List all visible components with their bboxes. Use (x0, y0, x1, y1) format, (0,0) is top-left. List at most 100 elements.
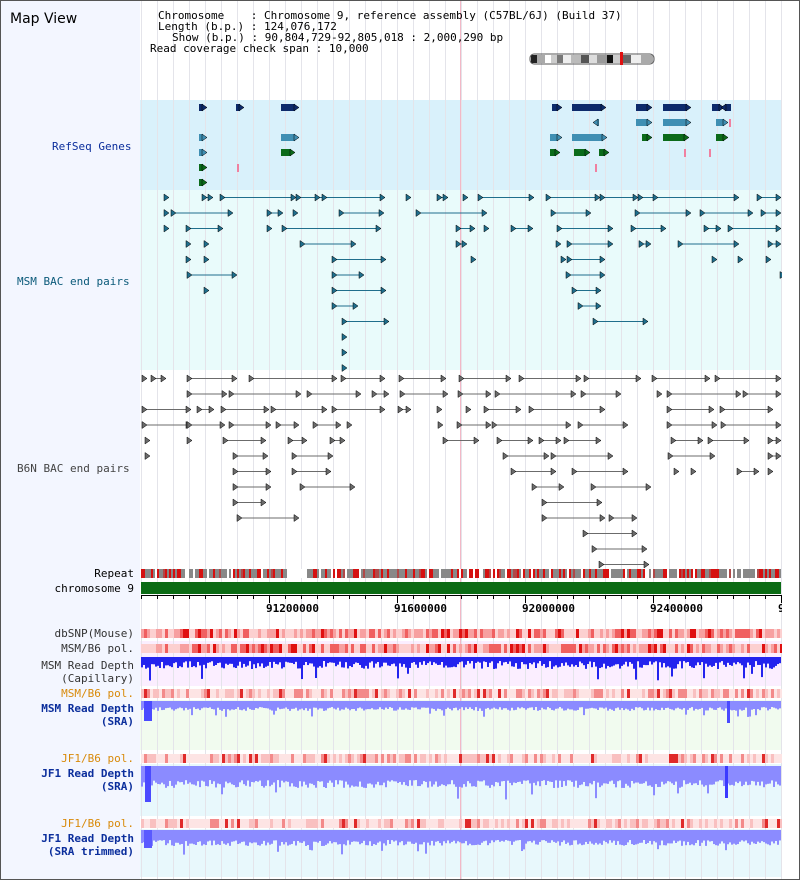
jf1-sra-depth-bar (547, 766, 549, 781)
msm-b6-pol2-heat-cell (339, 689, 342, 698)
repeat-segment (641, 569, 643, 578)
jf1-trim-depth-bar (313, 830, 315, 842)
jf1-sra-depth-bar (279, 766, 281, 788)
jf1-b6-pol2-heat-cell (552, 819, 555, 828)
jf1-trim-depth-bar (759, 830, 761, 843)
msm-sra-depth-bar (653, 701, 655, 711)
msm-b6-pol2-heat-cell (465, 689, 468, 698)
jf1-sra-depth-bar (775, 766, 777, 782)
jf1-sra-depth-bar (275, 766, 277, 793)
jf1-b6-pol2-heat-cell (486, 819, 489, 828)
msm-b6-pol-heat-cell (672, 644, 675, 653)
msm-sra-depth-bar (679, 701, 681, 709)
msm-b6-pol-heat-cell (228, 644, 231, 653)
msm-capillary-depth-bar (727, 657, 729, 663)
refseq-genes-label[interactable]: RefSeq Genes (52, 140, 132, 153)
jf1-b6-pol-heat-cell (408, 754, 411, 763)
bac-end-arrow (397, 405, 404, 414)
jf1-b6-pol-heat-cell (672, 754, 675, 763)
msm-capillary-depth-bar (401, 657, 403, 667)
msm-sra-depth-bar (449, 701, 451, 709)
repeat-segment (335, 569, 337, 578)
msm-bac-label[interactable]: MSM BAC end pairs (17, 275, 130, 288)
msm-b6-pol-heat-cell (240, 644, 243, 653)
jf1-b6-pol2-heat-cell (324, 819, 327, 828)
repeat-segment (369, 569, 371, 578)
msm-capillary-depth-bar (625, 657, 627, 662)
jf1-trim-depth-bar (545, 830, 547, 842)
repeat-segment (387, 569, 389, 578)
jf1-b6-pol2-heat-cell (468, 819, 471, 828)
jf1-sra-depth-bar (633, 766, 635, 784)
msm-capillary-depth-bar (747, 657, 749, 663)
jf1-b6-pol2-heat-cell (354, 819, 357, 828)
msm-capillary-depth-bar (669, 657, 671, 668)
jf1-b6-pol2-heat-cell (642, 819, 645, 828)
jf1-trim-depth-bar (425, 830, 427, 854)
jf1-sra-depth-bar (671, 766, 673, 784)
bac-end-arrow (575, 374, 582, 383)
jf1-sra-depth-bar (449, 766, 451, 785)
bac-end-arrow (545, 193, 552, 202)
msm-b6-pol-heat-cell (354, 644, 357, 653)
msm-sra-depth-bar (183, 701, 185, 711)
msm-b6-pol-heat-cell (558, 644, 561, 653)
msm-capillary-depth-bar (405, 657, 407, 668)
jf1-sra-depth-bar (617, 766, 619, 782)
b6n-bac-label[interactable]: B6N BAC end pairs (17, 462, 130, 475)
jf1-b6-pol-heat-cell (195, 754, 198, 763)
msm-b6-pol-heat-cell (462, 644, 465, 653)
bac-end-arrow (685, 209, 692, 217)
msm-b6-pol2-heat-cell (282, 689, 285, 698)
dbsnp-heat-cell (330, 629, 333, 638)
jf1-sra-depth-bar (537, 766, 539, 782)
bac-end-arrow (219, 193, 226, 202)
msm-b6-pol-heat-cell (705, 644, 708, 653)
msm-sra-depth-bar (593, 701, 595, 709)
jf1-b6-pol-heat-cell (492, 754, 495, 763)
repeat-segment (609, 569, 611, 578)
bac-end-arrow (631, 529, 638, 538)
repeat-segment (229, 569, 231, 578)
jf1-trim-depth-bar (295, 830, 297, 846)
dbsnp-heat-cell (261, 629, 264, 638)
jf1-b6-pol-heat-cell (369, 754, 372, 763)
jf1-b6-pol-heat-cell (768, 754, 771, 763)
dbsnp-heat-cell (243, 629, 246, 638)
jf1-b6-pol2-heat-cell (399, 819, 402, 828)
jf1-b6-pol2-heat-cell (375, 819, 378, 828)
jf1-sra-depth-bar (211, 766, 213, 784)
msm-capillary-depth-bar (419, 657, 421, 663)
jf1-b6-pol2-heat-cell (441, 819, 444, 828)
jf1-sra-depth-bar (659, 766, 661, 787)
bac-end-arrow (566, 255, 573, 264)
msm-sra-depth-bar (597, 701, 599, 710)
dbsnp-heat-cell (738, 629, 741, 638)
dbsnp-heat-cell (621, 629, 624, 638)
jf1-trim-depth-bar (363, 830, 365, 841)
jf1-trim-depth-bar (471, 830, 473, 846)
msm-b6-pol-heat-cell (603, 644, 606, 653)
msm-b6-pol2-heat-cell (432, 689, 435, 698)
jf1-trim-depth-bar (519, 830, 521, 841)
jf1-b6-pol-heat-cell (663, 754, 666, 763)
msm-capillary-depth-bar (593, 657, 595, 663)
repeat-segment (455, 569, 457, 578)
jf1-b6-pol2-heat-cell (660, 819, 663, 828)
msm-capillary-depth-bar (691, 657, 693, 668)
jf1-sra-depth-bar (391, 766, 393, 781)
msm-sra-depth-bar (685, 701, 687, 715)
jf1-b6-pol-heat-cell (633, 754, 636, 763)
msm-b6-pol2-heat-cell (714, 689, 717, 698)
jf1-sra-depth-bar (505, 766, 507, 800)
bac-end-arrow (275, 421, 282, 429)
chromosome-info: Chromosome : Chromosome 9, reference ass… (150, 9, 622, 55)
msm-b6-pol-heat-cell (264, 644, 267, 653)
msm-capillary-depth-bar (165, 657, 167, 666)
jf1-trim-depth-bar (461, 830, 463, 844)
jf1-b6-pol2-heat-cell (198, 819, 201, 828)
jf1-trim-depth-bar (141, 830, 143, 844)
msm-b6-pol-heat-cell (666, 644, 669, 653)
jf1-trim-depth-bar (683, 830, 685, 842)
